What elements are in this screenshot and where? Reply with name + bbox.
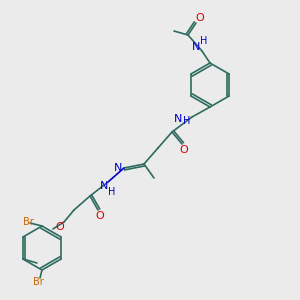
Text: O: O (96, 211, 104, 221)
Text: N: N (174, 114, 182, 124)
Text: H: H (200, 36, 208, 46)
Text: N: N (114, 163, 122, 173)
Text: H: H (183, 116, 191, 126)
Text: O: O (180, 145, 188, 155)
Text: O: O (196, 13, 204, 23)
Text: Br: Br (33, 277, 44, 287)
Text: Br: Br (22, 217, 33, 227)
Text: H: H (108, 187, 116, 197)
Text: O: O (56, 222, 64, 232)
Text: N: N (192, 42, 200, 52)
Text: N: N (100, 181, 108, 191)
